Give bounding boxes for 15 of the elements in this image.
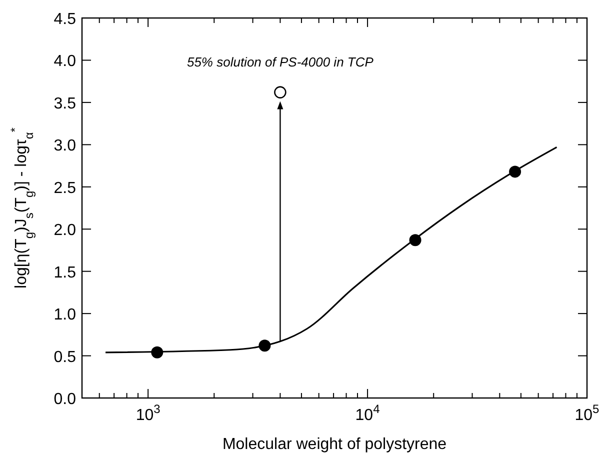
y-tick-label: 0.5 bbox=[54, 348, 76, 366]
y-tick-label: 0.0 bbox=[54, 391, 76, 408]
y-tick-label: 3.0 bbox=[54, 138, 76, 155]
x-tick-label: 10$^{4}$ bbox=[355, 402, 380, 424]
x-tick-label: 10$^{5}$ bbox=[574, 402, 600, 424]
x-tick-label: 10$^{3}$ bbox=[136, 402, 161, 424]
y-tick-label: 4.0 bbox=[54, 53, 76, 70]
annotation: 55% solution of PS-4000 in TCP bbox=[186, 54, 374, 70]
y-tick-label: 2.0 bbox=[54, 222, 76, 240]
y-tick-label: 4.5 bbox=[54, 11, 76, 28]
x-axis-title: Molecular weight of polystyrene bbox=[222, 436, 447, 453]
y-tick-label: 1.0 bbox=[54, 306, 76, 324]
y-tick-label: 3.5 bbox=[54, 95, 76, 112]
y-tick-label: 1.5 bbox=[54, 264, 76, 282]
y-tick-label: 2.5 bbox=[54, 180, 76, 197]
